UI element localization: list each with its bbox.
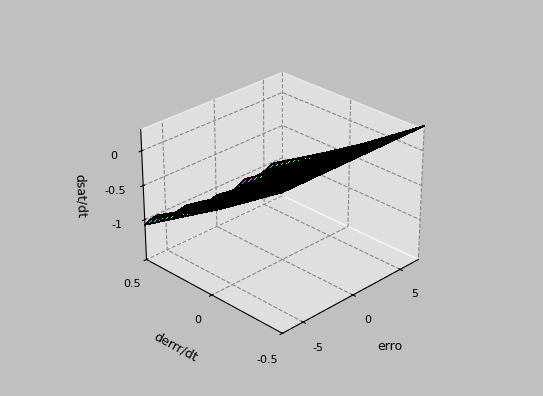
X-axis label: erro: erro bbox=[377, 340, 402, 353]
Y-axis label: derrr/dt: derrr/dt bbox=[151, 329, 199, 364]
